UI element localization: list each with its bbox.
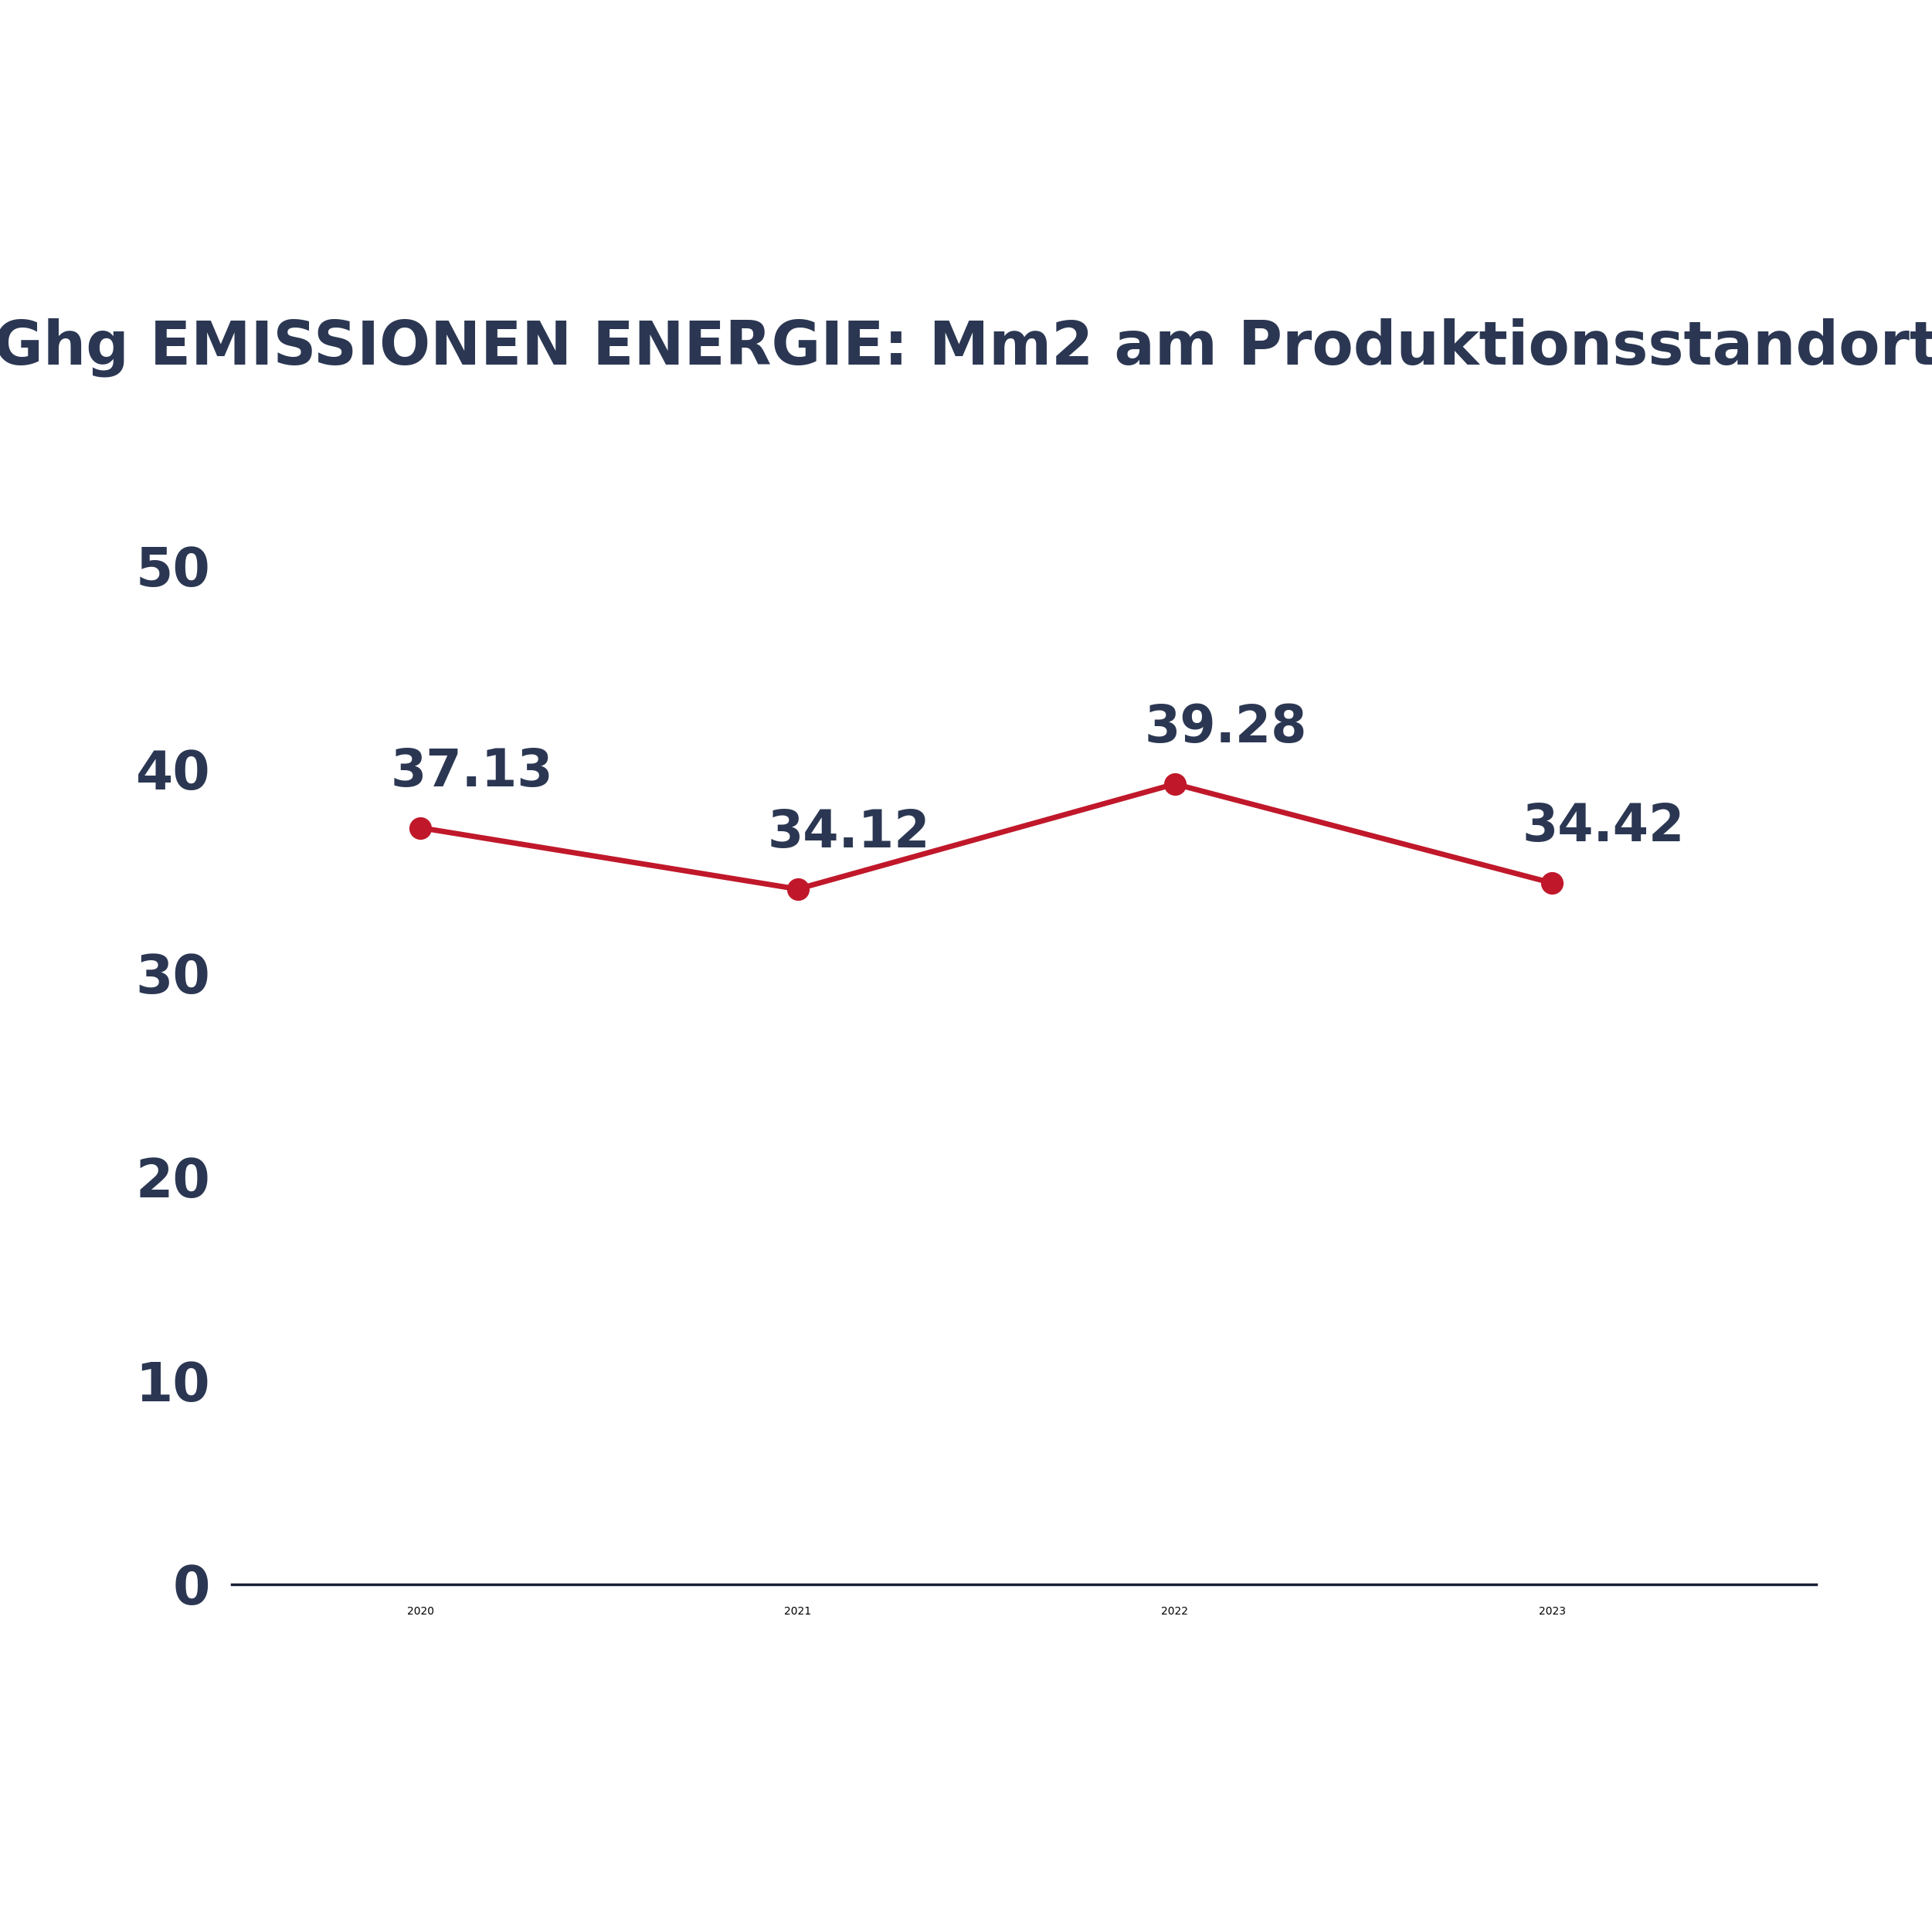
Text: 39.28: 39.28: [1144, 703, 1308, 753]
Text: 37.13: 37.13: [390, 746, 553, 798]
Text: Ghg EMISSIONEN ENERGIE: Mm2 am Produktionsstandort: Ghg EMISSIONEN ENERGIE: Mm2 am Produktio…: [0, 319, 1932, 377]
Text: 34.12: 34.12: [767, 808, 929, 858]
Text: 34.42: 34.42: [1522, 802, 1685, 852]
